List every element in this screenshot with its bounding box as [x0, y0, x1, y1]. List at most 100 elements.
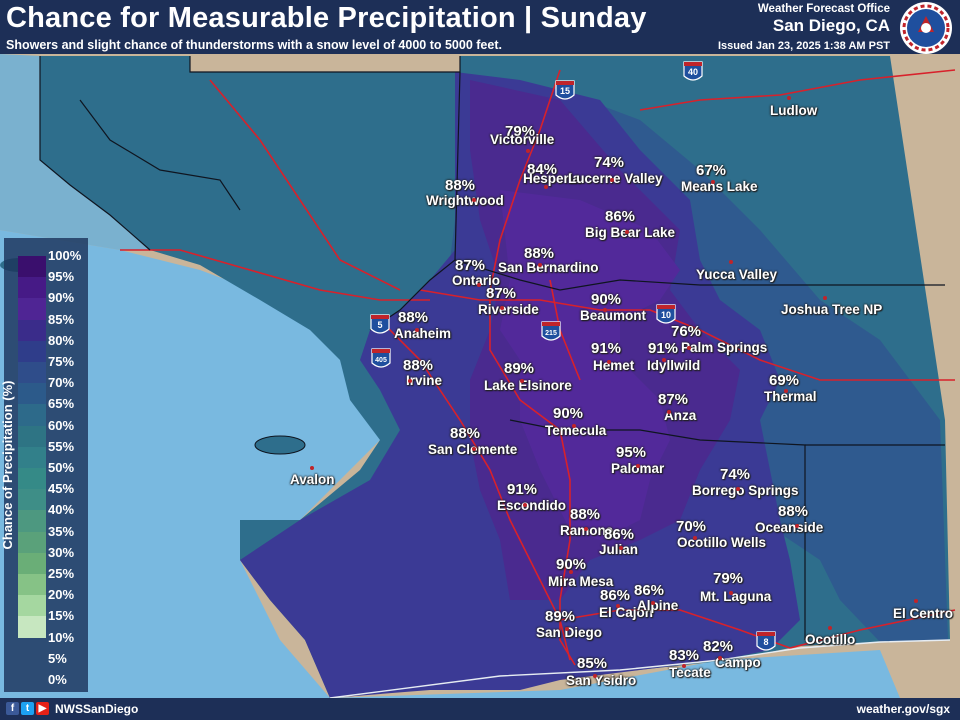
- city-label-san-diego: San Diego: [536, 625, 603, 640]
- place-label-yucca-valley: Yucca Valley: [696, 267, 778, 282]
- city-marker: [523, 503, 527, 507]
- legend-tick-label: 100%: [48, 248, 82, 263]
- pop-value-mt-laguna: 79%: [713, 570, 744, 587]
- legend-tick-label: 60%: [48, 417, 75, 433]
- nws-logo: [900, 2, 952, 54]
- city-label-hemet: Hemet: [593, 358, 635, 373]
- place-marker: [729, 260, 733, 264]
- city-marker: [415, 328, 419, 332]
- city-label-temecula: Temecula: [545, 423, 607, 438]
- shields: 40 15 10 215 5 405 8: [370, 61, 776, 651]
- footer-bar: f t ▶ NWSSanDiego weather.gov/sgx: [0, 698, 960, 720]
- city-marker: [607, 360, 611, 364]
- legend-tick-label: 35%: [48, 523, 75, 539]
- city-marker: [687, 346, 691, 350]
- legend-swatch: [18, 468, 46, 490]
- interstate-405-shield: 405: [371, 348, 391, 368]
- city-label-lucerne-valley: Lucerne Valley: [568, 171, 663, 186]
- website-link[interactable]: weather.gov/sgx: [856, 702, 950, 716]
- legend-tick-label: 10%: [48, 629, 75, 645]
- legend-tick-label: 15%: [48, 608, 75, 624]
- city-label-palomar: Palomar: [611, 461, 665, 476]
- social-icons: f t ▶: [6, 702, 49, 715]
- interstate-215-shield: 215: [541, 321, 561, 341]
- legend-swatch: [18, 277, 46, 299]
- legend-swatch: [18, 425, 46, 448]
- city-marker: [693, 536, 697, 540]
- city-marker: [584, 527, 588, 531]
- legend-swatch: [18, 298, 46, 321]
- legend-swatch: [18, 404, 46, 427]
- legend-tick-label: 25%: [48, 566, 75, 581]
- pop-value-wrightwood: 88%: [445, 177, 476, 194]
- city-marker: [472, 198, 476, 202]
- city-marker: [408, 379, 412, 383]
- pop-value-julian: 86%: [604, 526, 635, 543]
- shield-number: 405: [375, 357, 387, 364]
- color-legend: 100% 95% 90% 85% 80% 75% 70% 65% 60% 55% 50% 45% 40%…: [0, 238, 88, 692]
- legend-tick-label: 95%: [48, 269, 75, 285]
- city-label-alpine: Alpine: [637, 598, 679, 613]
- shield-number: 40: [688, 67, 698, 77]
- legend-swatch: [18, 616, 46, 639]
- city-label-anza: Anza: [664, 408, 697, 423]
- pop-value-el-cajon: 86%: [600, 587, 631, 604]
- youtube-icon[interactable]: ▶: [36, 702, 49, 715]
- city-label-escondido: Escondido: [497, 498, 567, 513]
- city-marker: [500, 306, 504, 310]
- city-label-mt-laguna: Mt. Laguna: [700, 589, 772, 604]
- city-marker: [784, 389, 788, 393]
- city-marker: [667, 410, 671, 414]
- pop-value-san-ysidro: 85%: [577, 655, 608, 672]
- place-marker: [310, 466, 314, 470]
- pop-value-riverside: 87%: [486, 285, 517, 302]
- city-marker: [569, 570, 573, 574]
- city-label-oceanside: Oceanside: [755, 520, 824, 535]
- city-marker: [795, 524, 799, 528]
- pop-value-victorville: 79%: [505, 123, 536, 140]
- city-label-san-ysidro: San Ysidro: [566, 673, 637, 688]
- pop-value-tecate: 83%: [669, 647, 700, 664]
- city-label-beaumont: Beaumont: [580, 308, 647, 323]
- city-label-ontario: Ontario: [452, 273, 501, 288]
- legend-swatch: [18, 552, 46, 575]
- subtitle: Showers and slight chance of thunderstor…: [6, 38, 502, 52]
- social-handle[interactable]: NWSSanDiego: [55, 702, 139, 716]
- pop-value-palomar: 95%: [616, 444, 647, 461]
- city-label-ocotillo-wells: Ocotillo Wells: [677, 535, 767, 550]
- interstate-5-shield: 5: [370, 314, 390, 334]
- city-marker: [572, 424, 576, 428]
- legend-swatch: [18, 574, 46, 596]
- outer-sea: [0, 54, 150, 250]
- zone-peak: [500, 190, 680, 540]
- pop-value-hemet: 91%: [591, 340, 622, 357]
- shield-number: 8: [763, 637, 768, 647]
- pop-value-san-clemente: 88%: [450, 425, 481, 442]
- facebook-icon[interactable]: f: [6, 702, 19, 715]
- place-label-joshua-tree-np: Joshua Tree NP: [781, 302, 883, 317]
- twitter-icon[interactable]: t: [21, 702, 34, 715]
- city-label-tecate: Tecate: [669, 665, 711, 680]
- city-label-big-bear-lake: Big Bear Lake: [585, 225, 676, 240]
- pop-value-san-diego: 89%: [545, 608, 576, 625]
- legend-swatch: [18, 383, 46, 405]
- legend-tick-label: 40%: [48, 502, 75, 518]
- city-marker: [603, 308, 607, 312]
- city-marker: [472, 447, 476, 451]
- shield-number: 10: [661, 310, 671, 320]
- office-line1: Weather Forecast Office: [757, 3, 890, 15]
- interstate-15-shield: 15: [555, 80, 575, 100]
- city-label-julian: Julian: [599, 542, 639, 557]
- city-label-thermal: Thermal: [764, 389, 817, 404]
- pop-value-temecula: 90%: [553, 405, 584, 422]
- pop-value-borrego-springs: 74%: [720, 466, 751, 483]
- city-label-mira-mesa: Mira Mesa: [548, 574, 614, 589]
- city-marker: [538, 263, 542, 267]
- place-marker: [828, 626, 832, 630]
- place-label-ludlow: Ludlow: [770, 103, 818, 118]
- pop-value-thermal: 69%: [769, 372, 800, 389]
- city-label-el-cajon: El Cajon: [599, 605, 654, 620]
- city-label-borrego-springs: Borrego Springs: [692, 483, 799, 498]
- header-bar: Chance for Measurable Precipitation | Su…: [0, 0, 960, 54]
- place-label-el-centro: El Centro: [893, 606, 954, 621]
